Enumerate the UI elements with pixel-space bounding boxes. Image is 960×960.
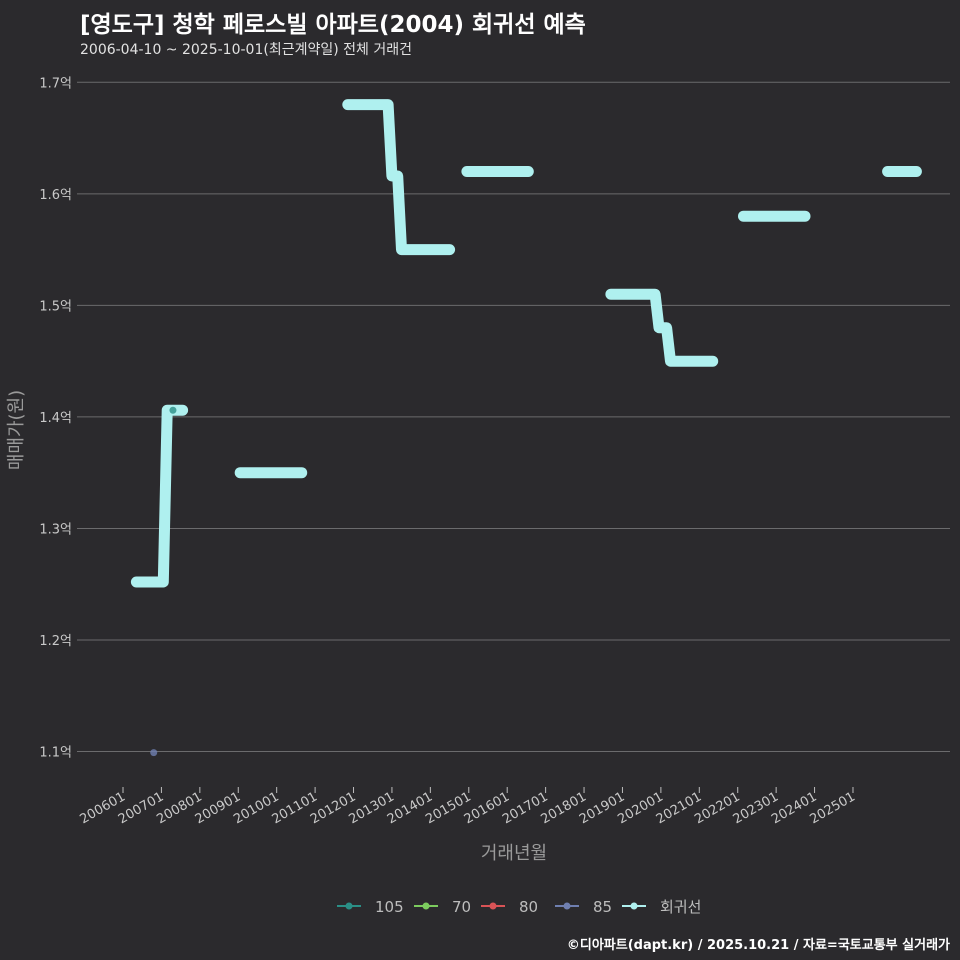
y-axis-ticks: 1.1억 1.2억 1.3억 1.4억 1.5억 1.6억 1.7억	[39, 76, 72, 760]
legend-swatch-dot	[489, 902, 497, 910]
y-tick-label: 1.4억	[39, 411, 72, 426]
chart-subtitle: 2006-04-10 ~ 2025-10-01(최근계약일) 전체 거래건	[80, 42, 412, 58]
legend: 105 70 80 85 회귀선	[337, 898, 701, 916]
gridlines	[77, 81, 950, 753]
chart-title: [영도구] 청학 페로스빌 아파트(2004) 회귀선 예측	[80, 12, 586, 38]
legend-label: 85	[593, 898, 612, 916]
y-tick-label: 1.6억	[39, 188, 72, 203]
y-tick-label: 1.1억	[39, 746, 72, 761]
y-axis-label: 매매가(원)	[6, 390, 27, 470]
legend-label: 회귀선	[660, 898, 701, 916]
legend-label: 105	[375, 898, 404, 916]
y-tick-label: 1.7억	[39, 76, 72, 91]
y-tick-label: 1.2억	[39, 634, 72, 649]
legend-label: 70	[452, 898, 471, 916]
legend-swatch-dot	[630, 902, 638, 910]
legend-label: 80	[519, 898, 538, 916]
legend-swatch-dot	[345, 902, 353, 910]
legend-swatch-dot	[563, 902, 571, 910]
legend-swatch-dot	[422, 902, 430, 910]
data-point-85	[150, 749, 158, 757]
y-tick-label: 1.5억	[39, 299, 72, 314]
regression-line-segment	[130, 404, 189, 588]
data-point-105	[169, 406, 177, 414]
footer-credit: ©디아파트(dapt.kr) / 2025.10.21 / 자료=국토교통부 실…	[566, 938, 950, 953]
regression-line-segment	[605, 288, 719, 367]
y-tick-label: 1.3억	[39, 522, 72, 537]
regression-line-segment	[342, 99, 456, 256]
regression-series	[130, 99, 922, 588]
x-axis-label: 거래년월	[481, 843, 547, 864]
x-axis-ticks: 2006012007012008012009012010012011012012…	[78, 787, 858, 827]
scatter-points	[150, 406, 177, 757]
